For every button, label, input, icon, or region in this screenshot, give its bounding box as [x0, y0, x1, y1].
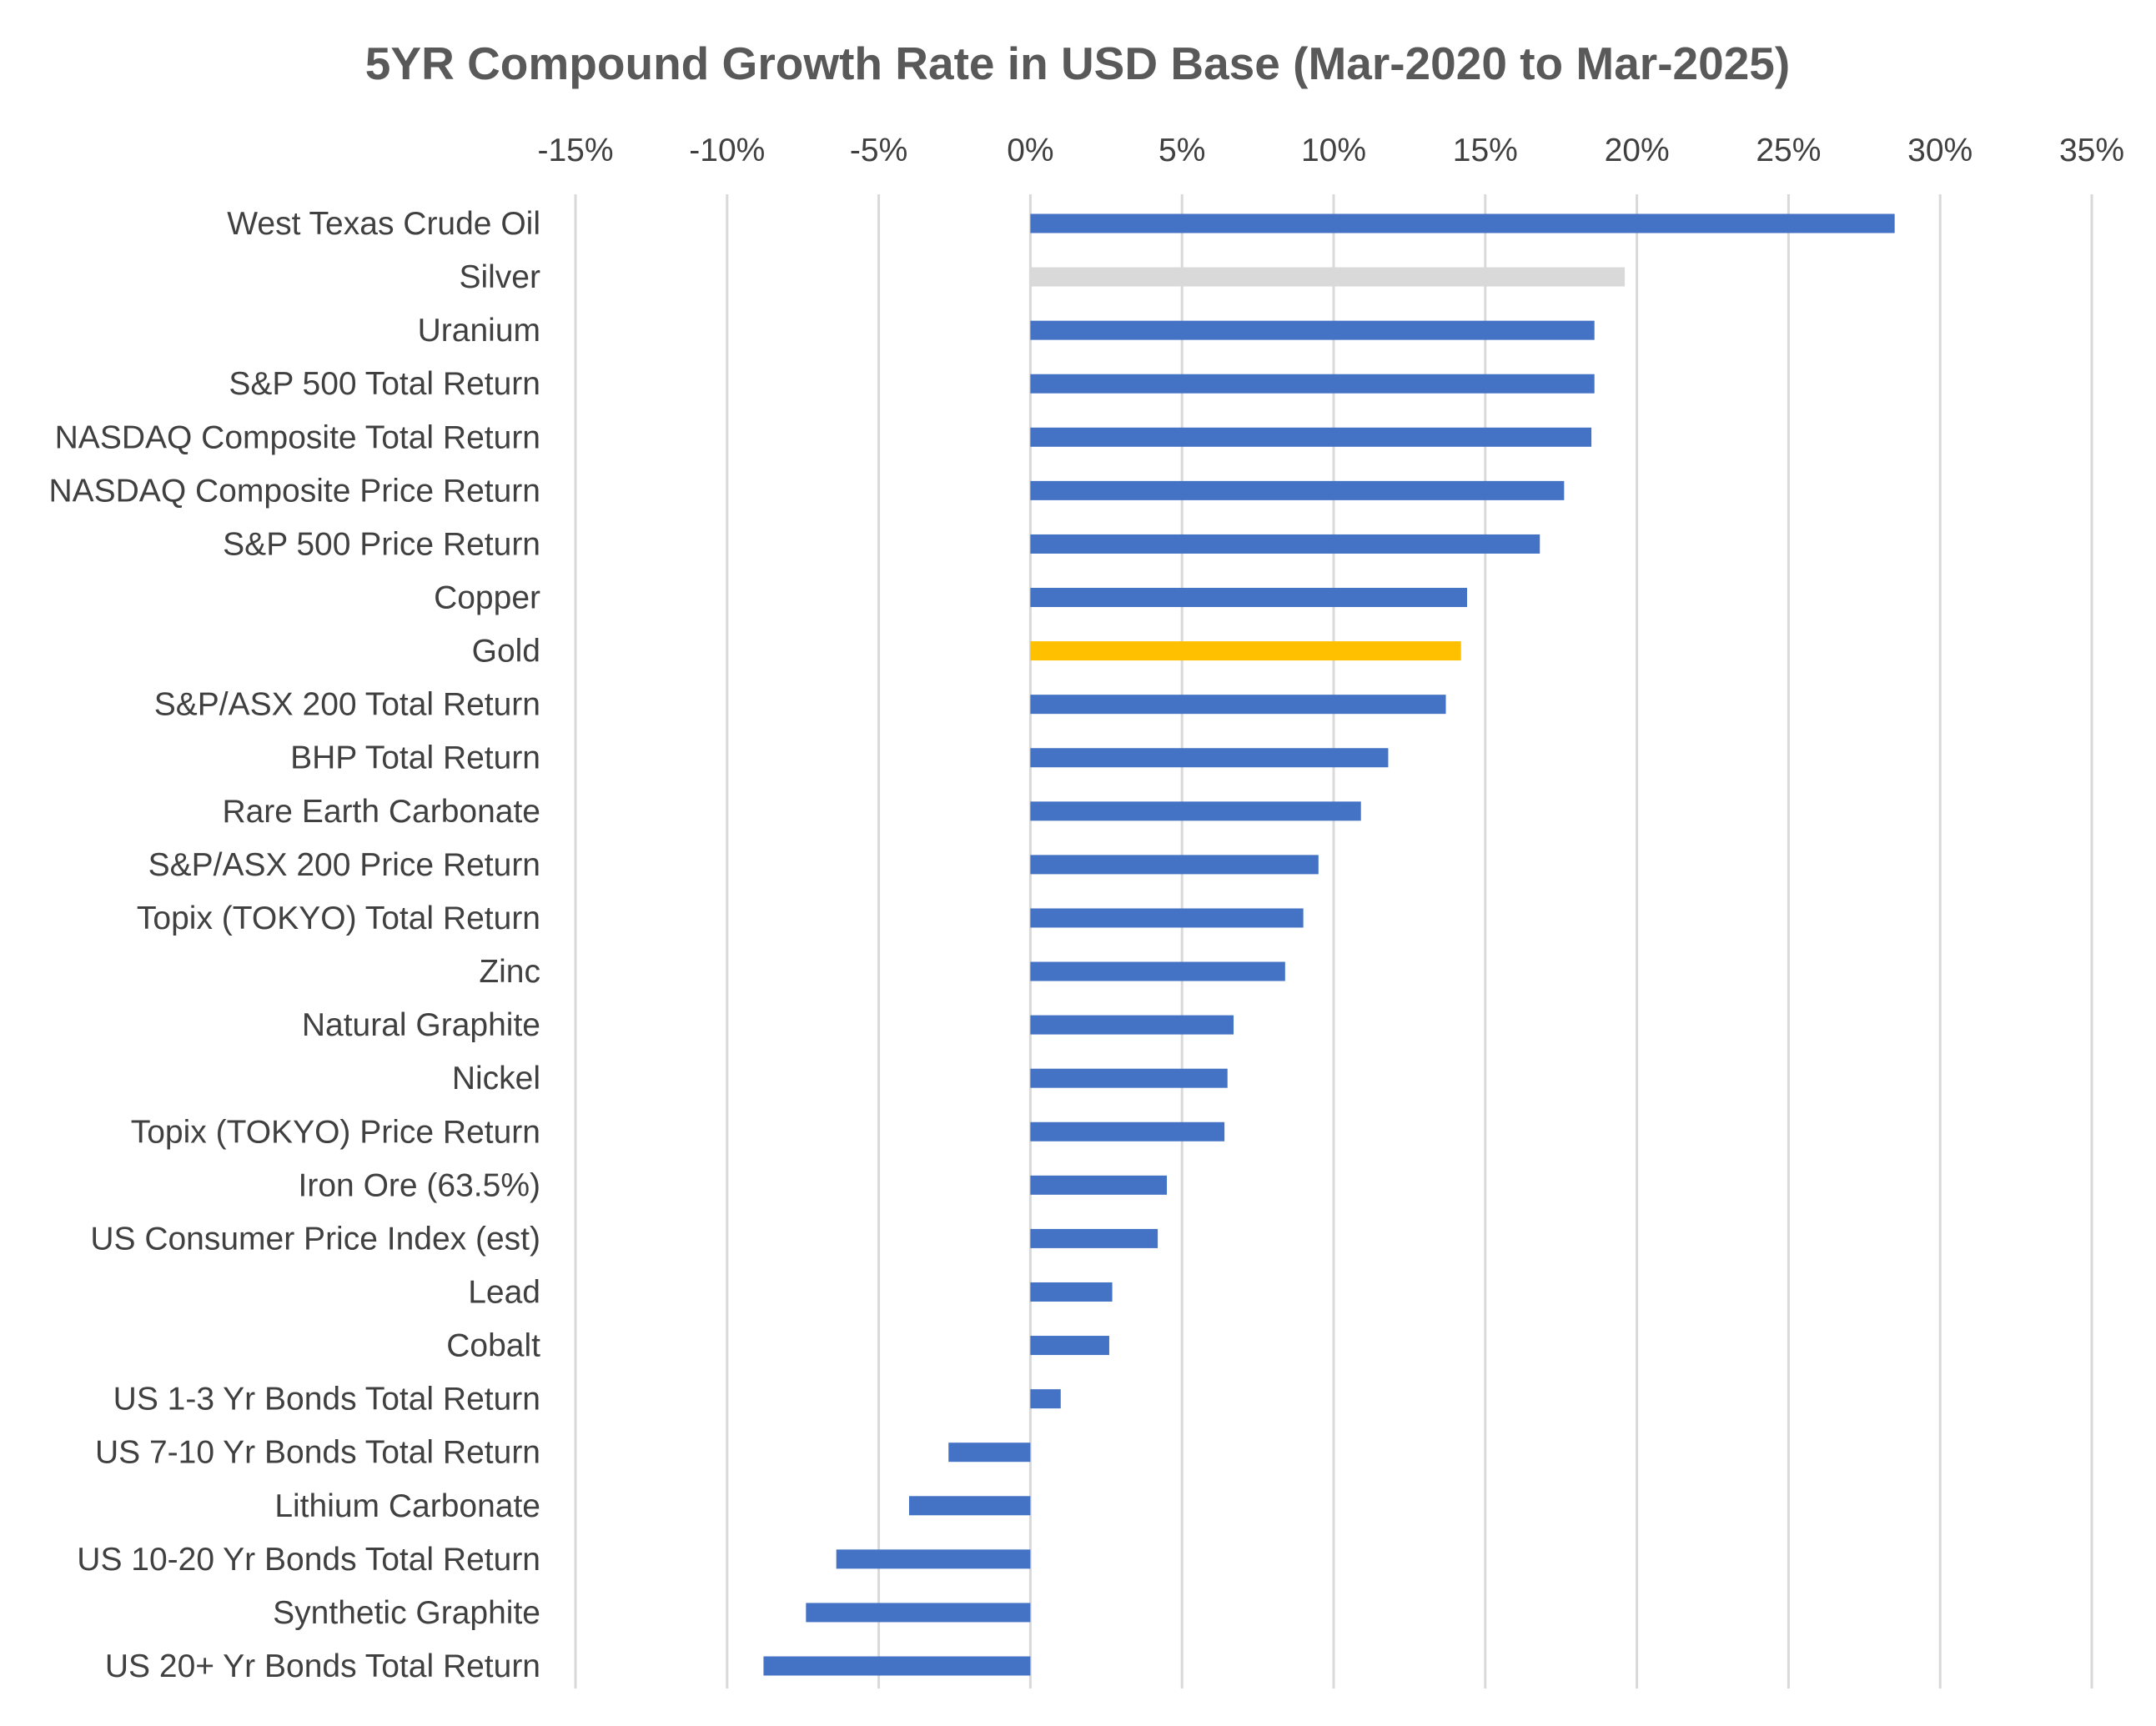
bar	[1030, 695, 1446, 715]
bar	[1030, 801, 1361, 821]
bar	[1030, 374, 1595, 394]
x-tick-label: -5%	[850, 133, 907, 168]
bar	[1030, 1336, 1109, 1356]
x-tick-label: 35%	[2059, 133, 2124, 168]
category-label: Lead	[468, 1274, 540, 1310]
bar	[1030, 588, 1467, 608]
category-label: Topix (TOKYO) Price Return	[131, 1114, 540, 1150]
category-label: US 10-20 Yr Bonds Total Return	[77, 1542, 540, 1578]
category-label: US 20+ Yr Bonds Total Return	[105, 1648, 540, 1684]
category-label: BHP Total Return	[290, 740, 540, 776]
bar	[1030, 961, 1285, 981]
category-label: Topix (TOKYO) Total Return	[137, 901, 540, 936]
x-tick-label: 0%	[1007, 133, 1053, 168]
bar	[1030, 1389, 1061, 1409]
bar	[1030, 855, 1319, 875]
x-axis-tick-labels: -15% -10% -5% 0% 5% 10% 15% 20% 25% 30% 35%	[537, 133, 2124, 168]
chart-title: 5YR Compound Growth Rate in USD Base (Ma…	[365, 38, 1790, 89]
bar	[1030, 748, 1389, 768]
category-label: Synthetic Graphite	[273, 1595, 540, 1631]
category-label: Lithium Carbonate	[274, 1488, 540, 1524]
category-label: US 7-10 Yr Bonds Total Return	[95, 1435, 540, 1471]
category-label: Cobalt	[446, 1328, 540, 1364]
category-label: US Consumer Price Index (est)	[90, 1221, 540, 1257]
category-label: West Texas Crude Oil	[227, 206, 540, 242]
bar	[806, 1603, 1031, 1623]
category-label: S&P 500 Total Return	[229, 366, 540, 402]
x-tick-label: 15%	[1453, 133, 1518, 168]
x-tick-label: 20%	[1605, 133, 1670, 168]
bar	[948, 1443, 1031, 1463]
bar	[1030, 1068, 1228, 1088]
bar	[1030, 1175, 1168, 1195]
bar	[1030, 641, 1461, 661]
category-label: Silver	[459, 259, 540, 295]
bar	[1030, 320, 1595, 340]
x-tick-label: -15%	[537, 133, 613, 168]
category-label: NASDAQ Composite Total Return	[55, 419, 540, 455]
bar	[1030, 427, 1592, 447]
x-tick-label: 30%	[1907, 133, 1973, 168]
bar	[1030, 1015, 1234, 1035]
bar	[1030, 1282, 1113, 1302]
category-label: Nickel	[452, 1061, 540, 1096]
x-tick-label: 5%	[1158, 133, 1205, 168]
bar	[1030, 480, 1565, 500]
category-label: S&P/ASX 200 Price Return	[148, 847, 540, 883]
bar	[836, 1549, 1031, 1569]
category-label: Copper	[434, 580, 540, 616]
bar	[763, 1656, 1031, 1676]
gridlines	[574, 194, 2093, 1688]
bar	[908, 1496, 1031, 1516]
x-tick-label: 10%	[1301, 133, 1366, 168]
category-label: NASDAQ Composite Price Return	[48, 473, 540, 509]
category-label: Gold	[472, 634, 540, 670]
category-label: Uranium	[418, 313, 540, 349]
bar	[1030, 213, 1895, 233]
category-label: S&P/ASX 200 Total Return	[154, 687, 540, 723]
category-label: US 1-3 Yr Bonds Total Return	[113, 1382, 540, 1417]
bar	[1030, 1121, 1225, 1141]
bar	[1030, 267, 1626, 287]
category-label: Iron Ore (63.5%)	[299, 1167, 540, 1203]
category-label: Rare Earth Carbonate	[222, 794, 540, 830]
x-tick-label: -10%	[689, 133, 765, 168]
x-tick-label: 25%	[1756, 133, 1821, 168]
category-labels: West Texas Crude Oil Silver Uranium S&P 500…	[48, 206, 540, 1684]
category-label: Zinc	[479, 954, 540, 990]
bar	[1030, 908, 1304, 928]
bars	[763, 213, 1895, 1676]
category-label: Natural Graphite	[302, 1007, 540, 1043]
bar	[1030, 1228, 1158, 1248]
category-label: S&P 500 Price Return	[223, 526, 540, 562]
bar	[1030, 534, 1540, 554]
